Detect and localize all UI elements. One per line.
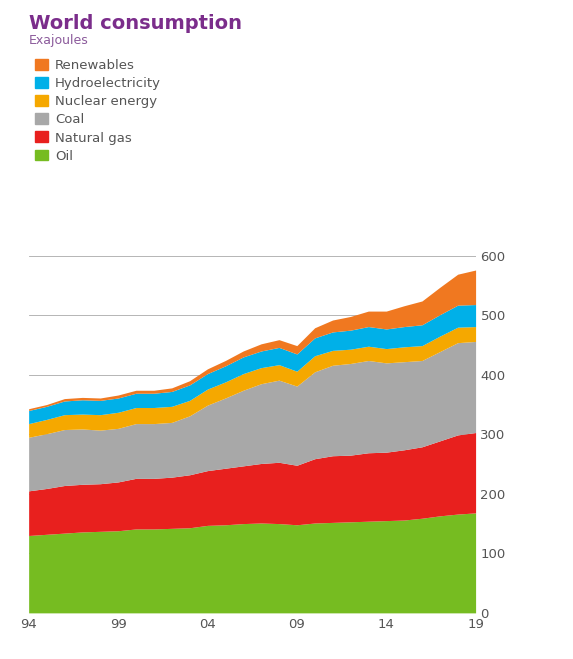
Text: Exajoules: Exajoules bbox=[29, 34, 88, 47]
Legend: Renewables, Hydroelectricity, Nuclear energy, Coal, Natural gas, Oil: Renewables, Hydroelectricity, Nuclear en… bbox=[36, 59, 161, 163]
Text: World consumption: World consumption bbox=[29, 14, 242, 34]
